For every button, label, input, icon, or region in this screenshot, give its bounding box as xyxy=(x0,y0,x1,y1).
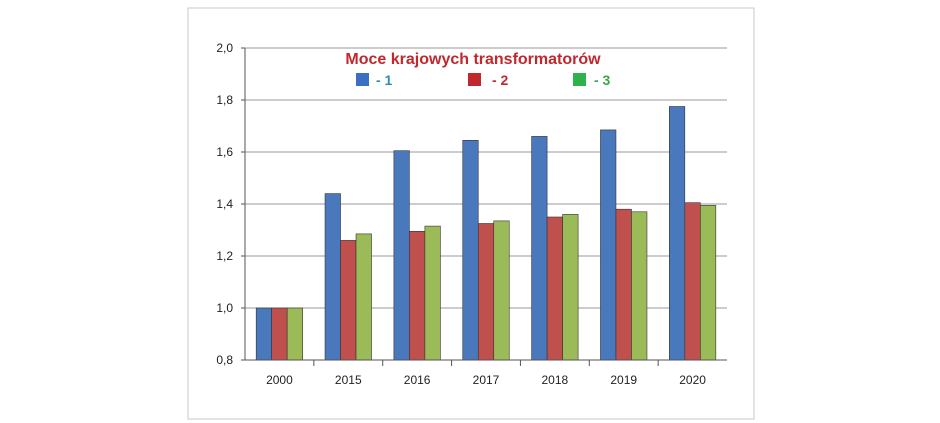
bar-2020-series-3 xyxy=(700,205,717,361)
bar-2016-series-3 xyxy=(424,225,441,361)
x-tick-label: 2016 xyxy=(404,373,431,387)
legend: - 1 - 2 - 3 xyxy=(356,72,611,88)
bar-2017-series-3 xyxy=(493,220,510,361)
y-tick-label: 1,4 xyxy=(216,197,233,211)
bar-2017-series-2 xyxy=(477,223,495,361)
bar-2000-series-1 xyxy=(255,307,272,361)
legend-marker-3 xyxy=(573,73,586,86)
bar-2017-series-1 xyxy=(462,140,479,361)
bar-2015-series-3 xyxy=(355,233,372,361)
x-tick-label: 2018 xyxy=(542,373,569,387)
y-tick-label: 1,6 xyxy=(216,145,233,159)
legend-label-1: - 1 xyxy=(376,72,393,88)
legend-label-2: - 2 xyxy=(492,72,509,88)
legend-marker-1 xyxy=(356,73,369,86)
bar-2000-series-2 xyxy=(271,307,288,361)
x-tick-label: 2020 xyxy=(679,373,706,387)
y-tick-label: 1,8 xyxy=(216,93,233,107)
x-tick-label: 2019 xyxy=(610,373,637,387)
bar-2015-series-2 xyxy=(340,240,357,361)
bar-2018-series-3 xyxy=(562,214,579,361)
x-axis-ticks: 2000 2015 2016 2017 2018 2019 2020 xyxy=(266,360,706,387)
bar-2020-series-1 xyxy=(669,106,686,361)
bar-2019-series-1 xyxy=(600,129,617,361)
bar-2019-series-2 xyxy=(615,208,632,361)
x-tick-label: 2000 xyxy=(266,373,293,387)
y-tick-label: 0,8 xyxy=(216,353,233,367)
y-tick-label: 2,0 xyxy=(216,41,233,55)
y-axis-ticks: 0,8 1,0 1,2 1,4 1,6 1,8 2,0 xyxy=(216,41,245,367)
x-tick-label: 2015 xyxy=(335,373,362,387)
chart-title: Moce krajowych transformatorów xyxy=(345,51,601,68)
bar-2018-series-1 xyxy=(531,136,548,361)
bar-2018-series-2 xyxy=(546,216,563,361)
bar-2020-series-2 xyxy=(684,202,701,361)
bars xyxy=(255,106,717,361)
bar-2016-series-2 xyxy=(409,231,426,361)
y-tick-label: 1,2 xyxy=(216,249,233,263)
legend-label-3: - 3 xyxy=(594,72,611,88)
bar-2015-series-1 xyxy=(324,193,341,361)
bar-2000-series-3 xyxy=(286,307,303,361)
y-tick-label: 1,0 xyxy=(216,301,233,315)
legend-marker-2 xyxy=(468,73,481,86)
bar-2019-series-3 xyxy=(631,211,648,361)
x-tick-label: 2017 xyxy=(473,373,500,387)
bar-2016-series-1 xyxy=(393,150,410,361)
